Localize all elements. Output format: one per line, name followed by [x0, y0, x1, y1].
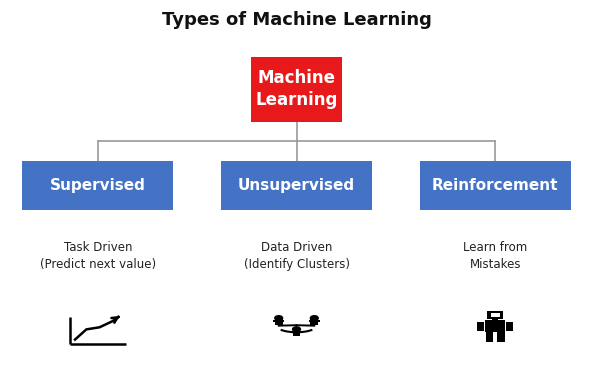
FancyBboxPatch shape — [275, 319, 283, 325]
FancyBboxPatch shape — [250, 57, 342, 121]
FancyBboxPatch shape — [506, 322, 513, 331]
FancyBboxPatch shape — [291, 331, 302, 333]
FancyBboxPatch shape — [485, 320, 505, 332]
Text: Task Driven
(Predict next value): Task Driven (Predict next value) — [40, 241, 156, 271]
Circle shape — [275, 316, 283, 321]
FancyBboxPatch shape — [23, 161, 173, 210]
FancyBboxPatch shape — [309, 320, 320, 322]
Circle shape — [310, 316, 318, 321]
FancyBboxPatch shape — [310, 319, 318, 325]
FancyBboxPatch shape — [486, 331, 493, 342]
FancyBboxPatch shape — [420, 161, 570, 210]
Text: Unsupervised: Unsupervised — [238, 178, 355, 193]
FancyBboxPatch shape — [292, 330, 301, 336]
Text: Types of Machine Learning: Types of Machine Learning — [161, 11, 432, 29]
Text: Supervised: Supervised — [50, 178, 146, 193]
FancyBboxPatch shape — [487, 311, 503, 319]
FancyBboxPatch shape — [492, 319, 498, 321]
FancyBboxPatch shape — [221, 161, 372, 210]
FancyBboxPatch shape — [490, 313, 500, 317]
FancyBboxPatch shape — [273, 320, 284, 322]
Circle shape — [292, 327, 301, 332]
FancyBboxPatch shape — [477, 322, 484, 331]
FancyBboxPatch shape — [497, 331, 505, 342]
Text: Machine
Learning: Machine Learning — [256, 69, 337, 109]
Text: Learn from
Mistakes: Learn from Mistakes — [463, 241, 527, 271]
Text: Data Driven
(Identify Clusters): Data Driven (Identify Clusters) — [244, 241, 349, 271]
Text: Reinforcement: Reinforcement — [432, 178, 559, 193]
